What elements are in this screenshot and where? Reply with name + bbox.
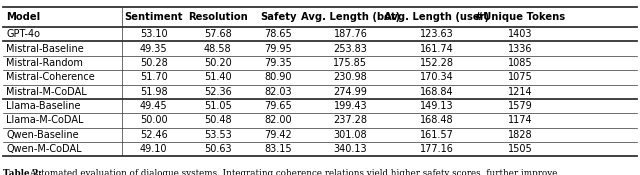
Text: 49.45: 49.45 [140, 101, 168, 111]
Text: 51.70: 51.70 [140, 72, 168, 82]
Text: Mistral-Coherence: Mistral-Coherence [6, 72, 95, 82]
Text: Automated evaluation of dialogue systems. Integrating coherence relations yield : Automated evaluation of dialogue systems… [29, 169, 591, 175]
Text: Qwen-M-CoDAL: Qwen-M-CoDAL [6, 144, 82, 154]
Text: 53.53: 53.53 [204, 130, 232, 140]
Text: 170.34: 170.34 [420, 72, 454, 82]
Text: 52.36: 52.36 [204, 87, 232, 97]
Text: 50.00: 50.00 [140, 115, 168, 125]
Text: 80.90: 80.90 [265, 72, 292, 82]
Text: 1505: 1505 [508, 144, 532, 154]
Text: 50.48: 50.48 [204, 115, 232, 125]
Text: Resolution: Resolution [188, 12, 248, 22]
Text: 161.74: 161.74 [420, 44, 454, 54]
Text: 168.84: 168.84 [420, 87, 454, 97]
Text: Qwen-Baseline: Qwen-Baseline [6, 130, 79, 140]
Text: 1336: 1336 [508, 44, 532, 54]
Text: 49.35: 49.35 [140, 44, 168, 54]
Text: 1174: 1174 [508, 115, 532, 125]
Text: 82.03: 82.03 [264, 87, 292, 97]
Text: 1579: 1579 [508, 101, 532, 111]
Text: 230.98: 230.98 [333, 72, 367, 82]
Text: 175.85: 175.85 [333, 58, 367, 68]
Text: 274.99: 274.99 [333, 87, 367, 97]
Text: Mistral-M-CoDAL: Mistral-M-CoDAL [6, 87, 87, 97]
Text: 78.65: 78.65 [264, 29, 292, 39]
Text: 1214: 1214 [508, 87, 532, 97]
Text: Avg. Length (user): Avg. Length (user) [384, 12, 490, 22]
Text: 161.57: 161.57 [420, 130, 454, 140]
Text: Llama-Baseline: Llama-Baseline [6, 101, 81, 111]
Text: 50.20: 50.20 [204, 58, 232, 68]
Text: 123.63: 123.63 [420, 29, 454, 39]
Text: 1085: 1085 [508, 58, 532, 68]
Text: Avg. Length (bot): Avg. Length (bot) [301, 12, 400, 22]
Text: 82.00: 82.00 [264, 115, 292, 125]
Text: Safety: Safety [260, 12, 297, 22]
Text: #Unique Tokens: #Unique Tokens [475, 12, 565, 22]
Text: 79.42: 79.42 [264, 130, 292, 140]
Text: 199.43: 199.43 [333, 101, 367, 111]
Text: 253.83: 253.83 [333, 44, 367, 54]
Text: 152.28: 152.28 [420, 58, 454, 68]
Text: 49.10: 49.10 [140, 144, 167, 154]
Text: 51.40: 51.40 [204, 72, 232, 82]
Text: 177.16: 177.16 [420, 144, 454, 154]
Text: 168.48: 168.48 [420, 115, 454, 125]
Text: 79.95: 79.95 [264, 44, 292, 54]
Text: 301.08: 301.08 [333, 130, 367, 140]
Text: 51.05: 51.05 [204, 101, 232, 111]
Text: 1403: 1403 [508, 29, 532, 39]
Text: Llama-M-CoDAL: Llama-M-CoDAL [6, 115, 84, 125]
Text: 51.98: 51.98 [140, 87, 168, 97]
Text: Table 2:: Table 2: [3, 169, 45, 175]
Text: 83.15: 83.15 [264, 144, 292, 154]
Text: 340.13: 340.13 [333, 144, 367, 154]
Text: 187.76: 187.76 [333, 29, 367, 39]
Text: Mistral-Random: Mistral-Random [6, 58, 83, 68]
Text: 1075: 1075 [508, 72, 532, 82]
Text: 53.10: 53.10 [140, 29, 168, 39]
Text: 50.28: 50.28 [140, 58, 168, 68]
Text: 52.46: 52.46 [140, 130, 168, 140]
Text: 1828: 1828 [508, 130, 532, 140]
Text: GPT-4o: GPT-4o [6, 29, 40, 39]
Text: Model: Model [6, 12, 40, 22]
Text: Mistral-Baseline: Mistral-Baseline [6, 44, 84, 54]
Text: Sentiment: Sentiment [124, 12, 183, 22]
Text: 57.68: 57.68 [204, 29, 232, 39]
Text: 48.58: 48.58 [204, 44, 232, 54]
Text: 79.35: 79.35 [264, 58, 292, 68]
Text: 149.13: 149.13 [420, 101, 454, 111]
Text: 79.65: 79.65 [264, 101, 292, 111]
Text: 50.63: 50.63 [204, 144, 232, 154]
Text: 237.28: 237.28 [333, 115, 367, 125]
